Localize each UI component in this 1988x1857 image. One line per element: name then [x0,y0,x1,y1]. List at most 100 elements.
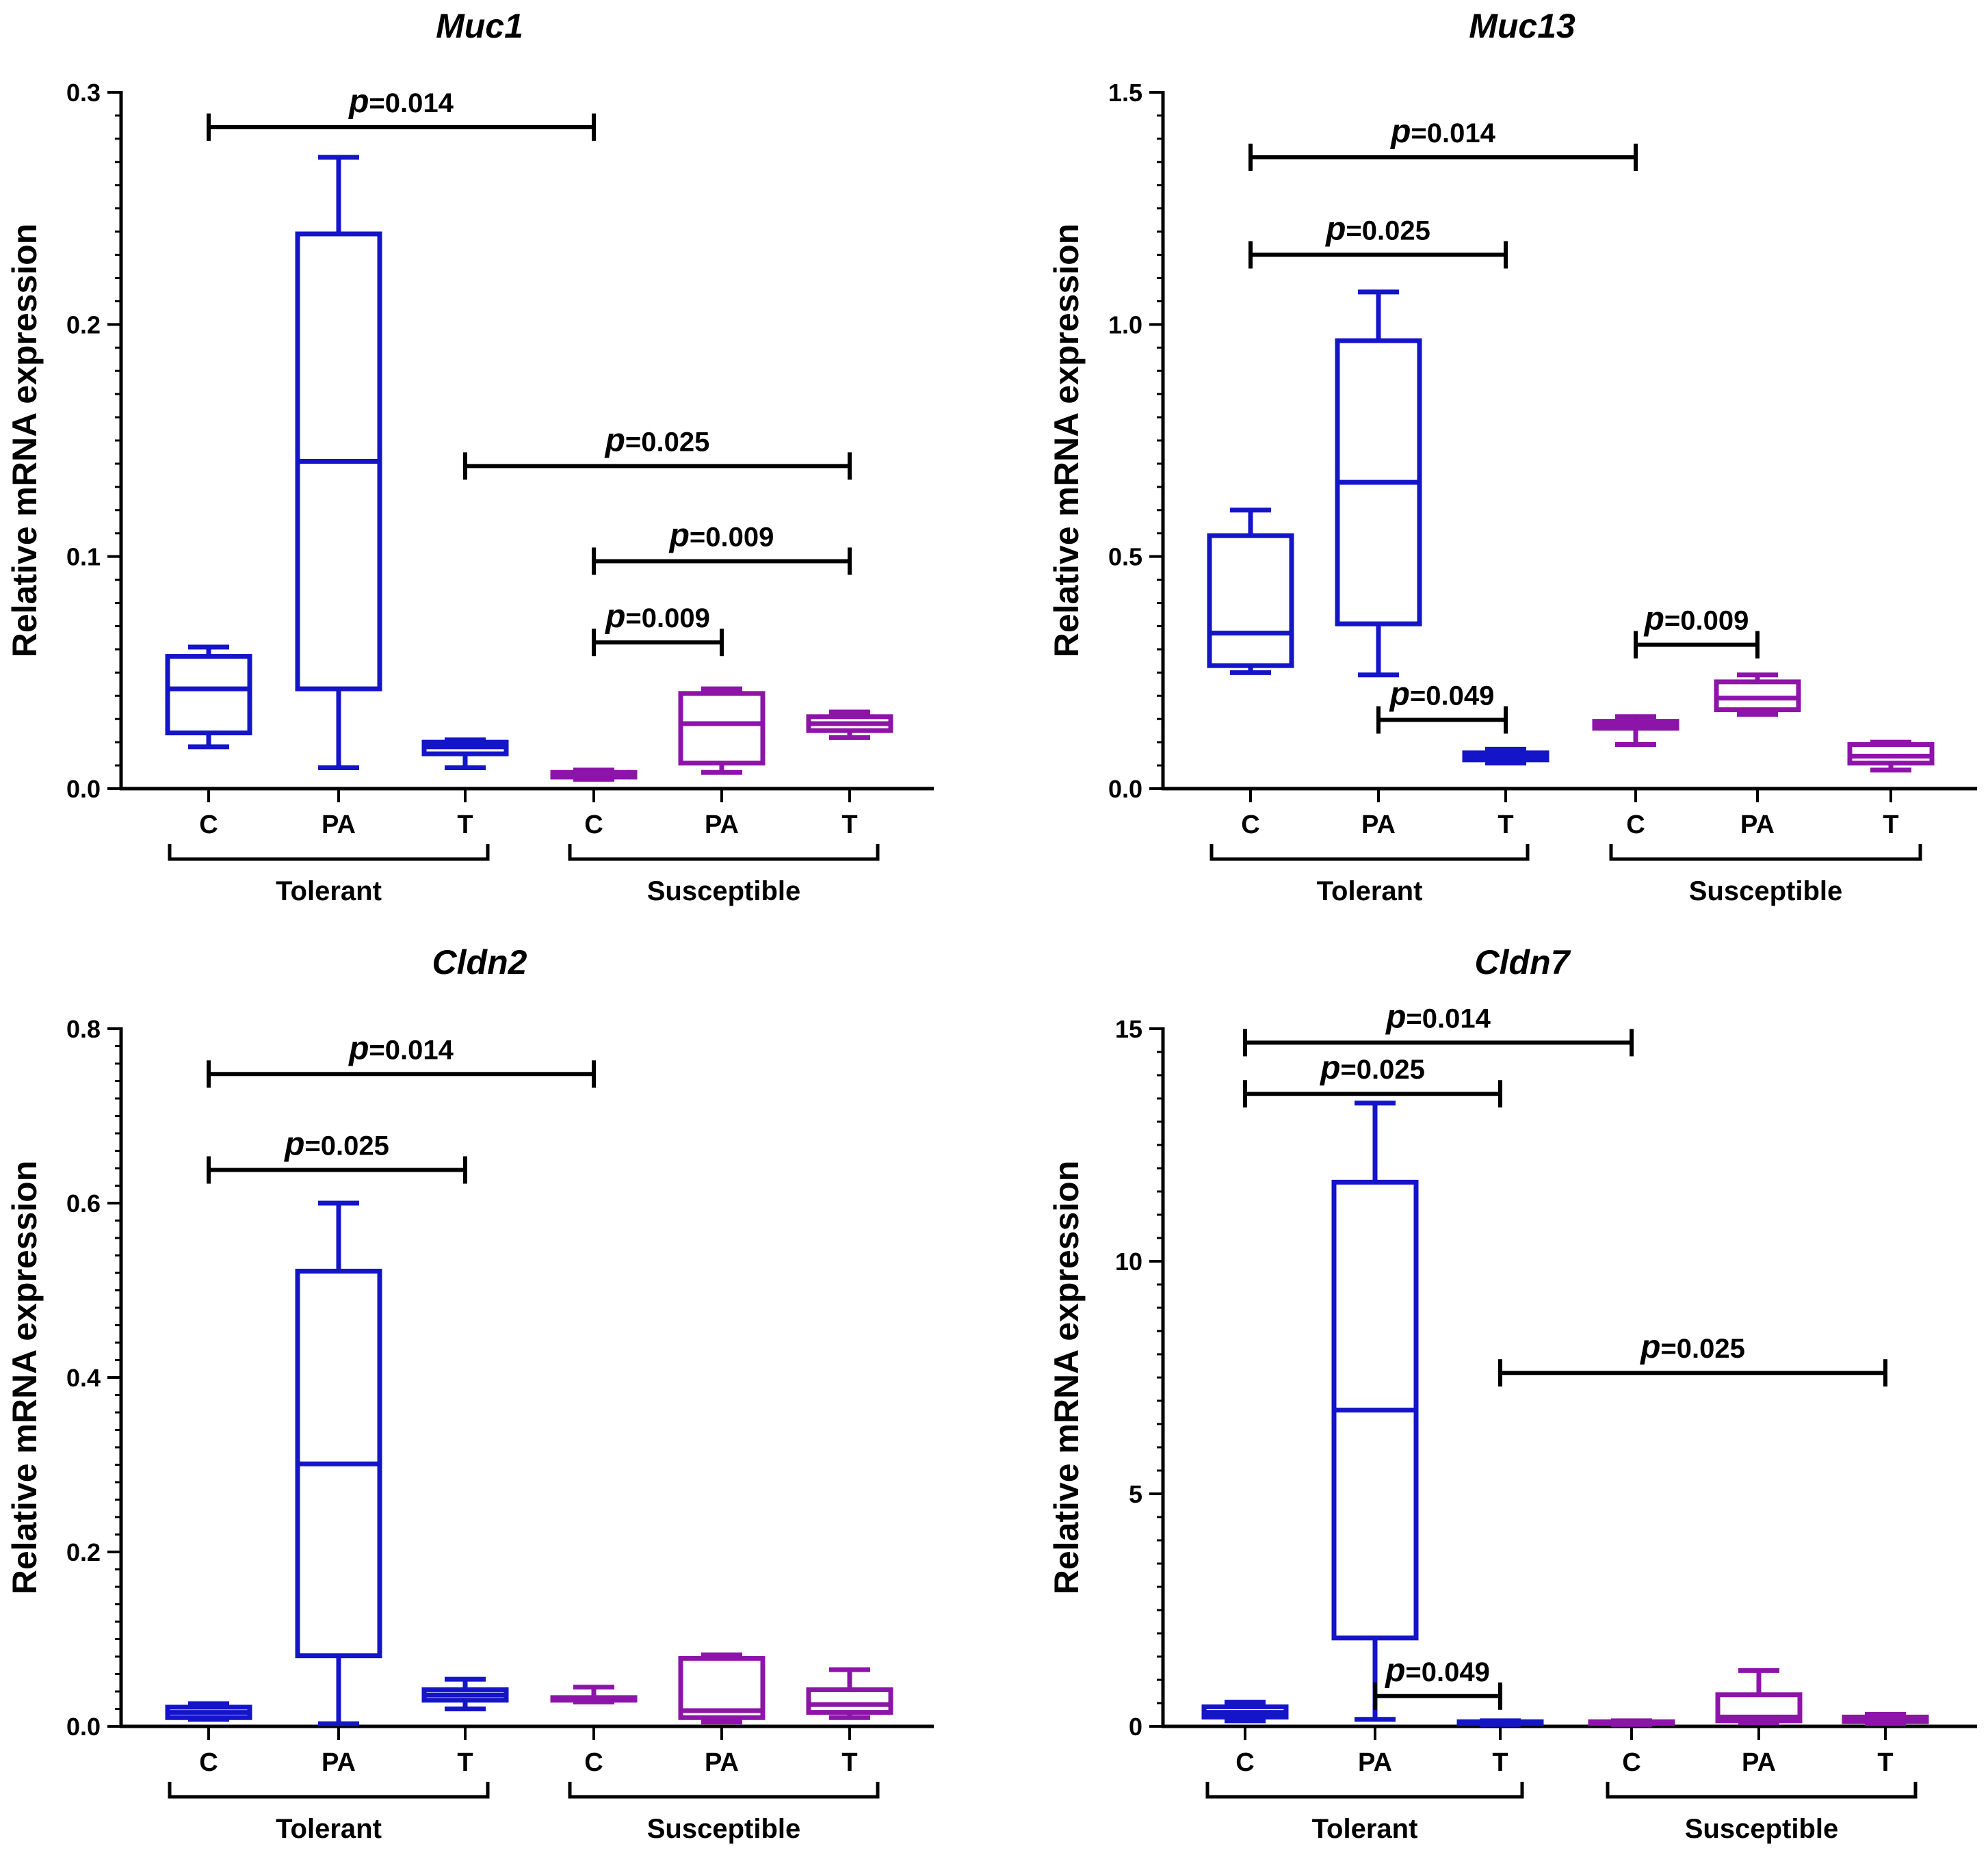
panel-3-category-label: T [841,1748,857,1777]
p-value-label: p=0.025 [1324,211,1430,248]
panel-2-title: Muc13 [1469,7,1575,45]
panel-3-tick-label: 0.0 [66,1713,101,1741]
panel-2-category-label: T [1883,811,1898,839]
panel-1-category-label: PA [705,811,739,839]
panel-3-box-susceptible-c [550,1685,638,1704]
panel-2-significance-4: p=0.009 [1634,601,1760,659]
panel-2-category-label: PA [1740,811,1775,839]
panel-3-title: Cldn2 [432,943,527,982]
p-value-label: p=0.049 [1389,676,1495,713]
panel-1-category-label: C [199,811,218,839]
panel-4-tick-label: 15 [1115,1015,1142,1043]
iqr-box [806,1687,893,1715]
panel-1-significance-1: p=0.014 [207,83,596,141]
panel-2-category-label: C [1241,811,1259,839]
p-value-label: p=0.014 [1385,999,1491,1035]
panel-4-tick-label: 5 [1129,1480,1142,1508]
panel-4-category-label: C [1235,1748,1254,1777]
p-value-label: p=0.025 [1319,1050,1425,1086]
panel-2-box-susceptible-t [1847,739,1935,773]
panel-3-category-label: PA [705,1748,739,1777]
p-value-label: p=0.014 [348,83,454,120]
panel-2-box-tolerant-c [1207,508,1294,675]
panel-3-tick-label: 0.8 [66,1015,101,1043]
panel-3-category-label: C [584,1748,603,1777]
p-value-label: p=0.014 [1389,114,1496,150]
panel-1-box-susceptible-pa [678,686,766,775]
p-value-label: p=0.009 [1643,601,1749,637]
panel-3-significance-2: p=0.025 [207,1127,467,1184]
panel-1-category-label: T [841,811,857,839]
panel-2-tick-label: 0.5 [1108,543,1142,571]
panel-4-box-tolerant-pa [1331,1101,1419,1722]
p-value-label: p=0.025 [283,1127,389,1163]
panel-2-box-tolerant-t [1462,746,1549,766]
panel-4-significance-2: p=0.025 [1243,1050,1502,1108]
panel-3-y-axis-label: Relative mRNA expression [5,1161,44,1595]
panel-2-significance-3: p=0.049 [1376,676,1508,734]
panel-4-title: Cldn7 [1475,943,1571,982]
panel-2-tick-label: 1.0 [1108,311,1142,339]
panel-1-y-axis-label: Relative mRNA expression [5,224,44,658]
panel-1-box-susceptible-t [806,709,893,740]
panel-3-category-label: T [457,1748,473,1777]
panel-1-box-tolerant-pa [295,155,382,770]
p-value-label: p=0.025 [604,422,710,458]
panel-2-box-susceptible-c [1592,714,1679,748]
panel-3: Cldn2 Relative mRNA expression 0.0 0.2 0.4 0.… [5,943,934,1844]
panel-4-tick-label: 10 [1115,1248,1142,1276]
p-value-label: p=0.009 [604,598,710,635]
panel-3-category-label: PA [322,1748,356,1777]
panel-3-category-label: C [199,1748,218,1777]
panel-1-significance-3: p=0.009 [592,517,852,575]
panel-3-tick-label: 0.2 [66,1538,101,1566]
panel-2-group-label: Tolerant [1317,876,1423,906]
panel-1-category-label: PA [322,811,356,839]
panel-2-category-label: PA [1361,811,1396,839]
iqr-box [678,691,766,766]
panel-3-tick-label: 0.6 [66,1189,101,1217]
panel-1-group-bracket [168,844,490,861]
panel-4-significance-1: p=0.014 [1243,999,1634,1057]
panel-3-tick-label: 0.4 [66,1364,101,1392]
panel-1-group-label: Susceptible [647,876,801,906]
panel-1-group-label: Tolerant [276,876,382,906]
panel-3-group-bracket [568,1782,880,1799]
panel-2-tick-label: 0.0 [1108,775,1142,803]
panel-3-box-susceptible-t [806,1667,893,1720]
panel-4-significance-3: p=0.025 [1498,1329,1887,1387]
panel-1-tick-label: 0.1 [66,543,101,571]
panel-3-box-tolerant-c [165,1701,252,1722]
panel-2-significance-1: p=0.014 [1248,114,1638,172]
iqr-box [1207,533,1294,668]
panel-4: Cldn7 Relative mRNA expression 0 5 10 15 C PA T C… [1047,943,1977,1844]
panel-1-box-tolerant-c [165,644,252,750]
panel-4-group-bracket [1205,1782,1524,1799]
panel-2-group-bracket [1609,844,1922,861]
panel-3-box-susceptible-pa [678,1652,766,1725]
panel-1-box-susceptible-c [550,767,638,782]
panel-2-category-label: C [1626,811,1645,839]
panel-2-group-bracket [1209,844,1530,861]
panel-4-category-label: T [1877,1748,1893,1777]
panel-4-category-label: C [1622,1748,1640,1777]
p-value-label: p=0.049 [1384,1652,1490,1689]
panel-1-significance-2: p=0.025 [463,422,852,480]
panel-3-group-label: Susceptible [647,1814,801,1844]
panel-1-box-tolerant-t [421,737,509,770]
panel-1-tick-label: 0.0 [66,775,101,803]
panel-1-title: Muc1 [436,7,523,45]
panel-1-group-bracket [568,844,880,861]
panel-4-group-label: Susceptible [1685,1814,1839,1844]
p-value-label: p=0.009 [668,517,774,553]
panel-2-group-label: Susceptible [1689,876,1843,906]
panel-2-category-label: T [1497,811,1513,839]
panel-4-box-tolerant-c [1201,1700,1289,1724]
panel-4-box-susceptible-pa [1715,1668,1803,1726]
panel-1: Muc1 Relative mRNA expression 0.0 0.1 0.2 0.3… [5,7,934,906]
p-value-label: p=0.025 [1639,1329,1745,1365]
panel-1-category-label: C [584,811,603,839]
panel-4-box-susceptible-t [1842,1711,1929,1726]
panel-3-group-bracket [168,1782,490,1799]
